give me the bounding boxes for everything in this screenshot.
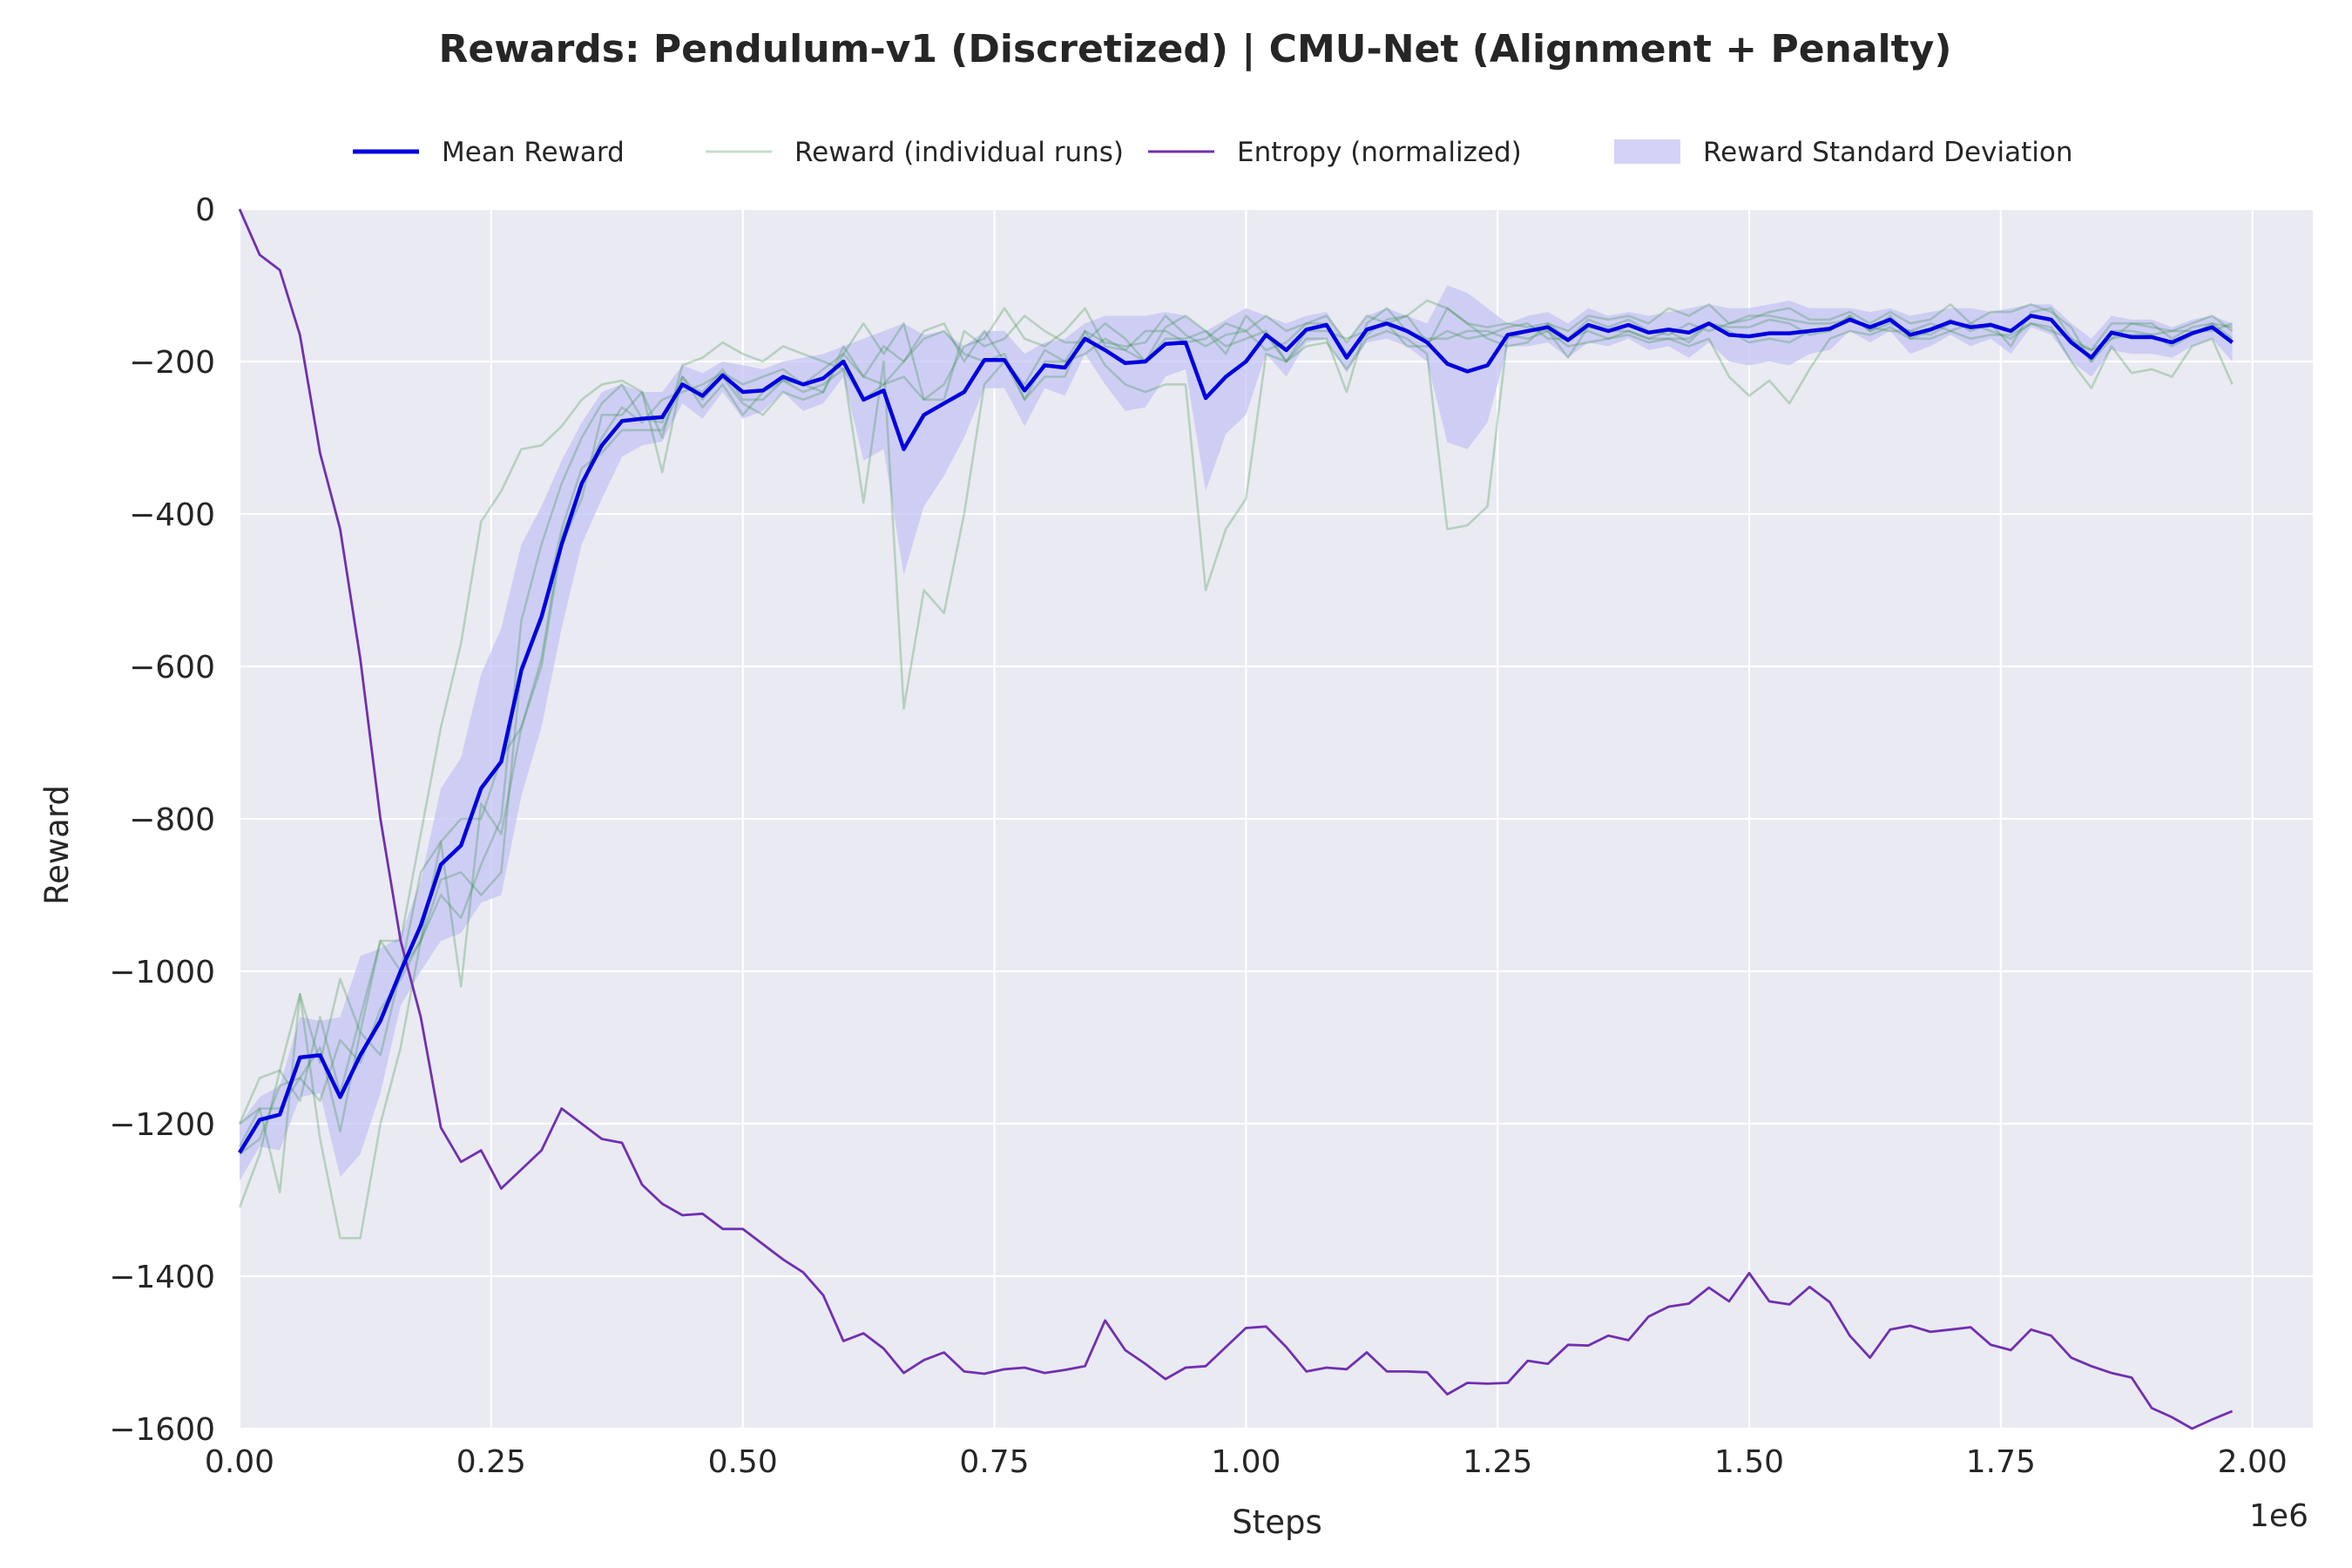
entropy-layer — [238, 208, 2234, 1430]
x-tick-label: 1.00 — [1211, 1444, 1281, 1480]
y-tick-label: 0 — [195, 193, 215, 228]
y-tick-label: −600 — [129, 650, 215, 686]
x-tick-label: 0.00 — [205, 1444, 274, 1480]
x-tick-label: 1.50 — [1714, 1444, 1784, 1480]
mean-layer — [238, 314, 2234, 1154]
legend-label-mean: Mean Reward — [442, 137, 625, 168]
legend-label-runs: Reward (individual runs) — [794, 137, 1124, 168]
x-tick-label: 0.50 — [708, 1444, 778, 1480]
y-tick-label: −1600 — [109, 1412, 215, 1448]
legend-label-std: Reward Standard Deviation — [1703, 137, 2072, 168]
x-axis-offset-label: 1e6 — [2249, 1498, 2308, 1534]
y-tick-label: −200 — [129, 345, 215, 381]
run-line — [238, 321, 2234, 1240]
run-line — [238, 299, 2234, 1125]
x-tick-label: 2.00 — [2218, 1444, 2288, 1480]
y-tick-label: −1200 — [109, 1107, 215, 1143]
y-axis-label: Reward — [38, 785, 76, 905]
y-tick-label: −1400 — [109, 1260, 215, 1295]
y-tick-label: −400 — [129, 497, 215, 533]
mean-reward-line — [238, 314, 2234, 1154]
x-tick-label: 0.75 — [959, 1444, 1029, 1480]
x-tick-label: 0.25 — [456, 1444, 526, 1480]
run-line — [239, 314, 2234, 1194]
entropy-line — [238, 208, 2234, 1430]
legend-swatch-std — [1614, 139, 1680, 164]
y-tick-label: −800 — [129, 802, 215, 838]
x-tick-label: 1.75 — [1966, 1444, 2036, 1480]
y-tick-label: −1000 — [109, 955, 215, 990]
x-axis-label: Steps — [1232, 1504, 1322, 1541]
x-tick-label: 1.25 — [1463, 1444, 1532, 1480]
axis-ticks: 0.00 0.25 0.50 0.75 1.00 1.25 1.50 1.75 2.00 0 −20… — [109, 193, 2288, 1480]
legend: Mean Reward Reward (individual runs) Entro… — [353, 137, 2072, 168]
legend-label-entropy: Entropy (normalized) — [1237, 137, 1522, 168]
chart-title: Rewards: Pendulum-v1 (Discretized) | CMU… — [439, 27, 1952, 71]
